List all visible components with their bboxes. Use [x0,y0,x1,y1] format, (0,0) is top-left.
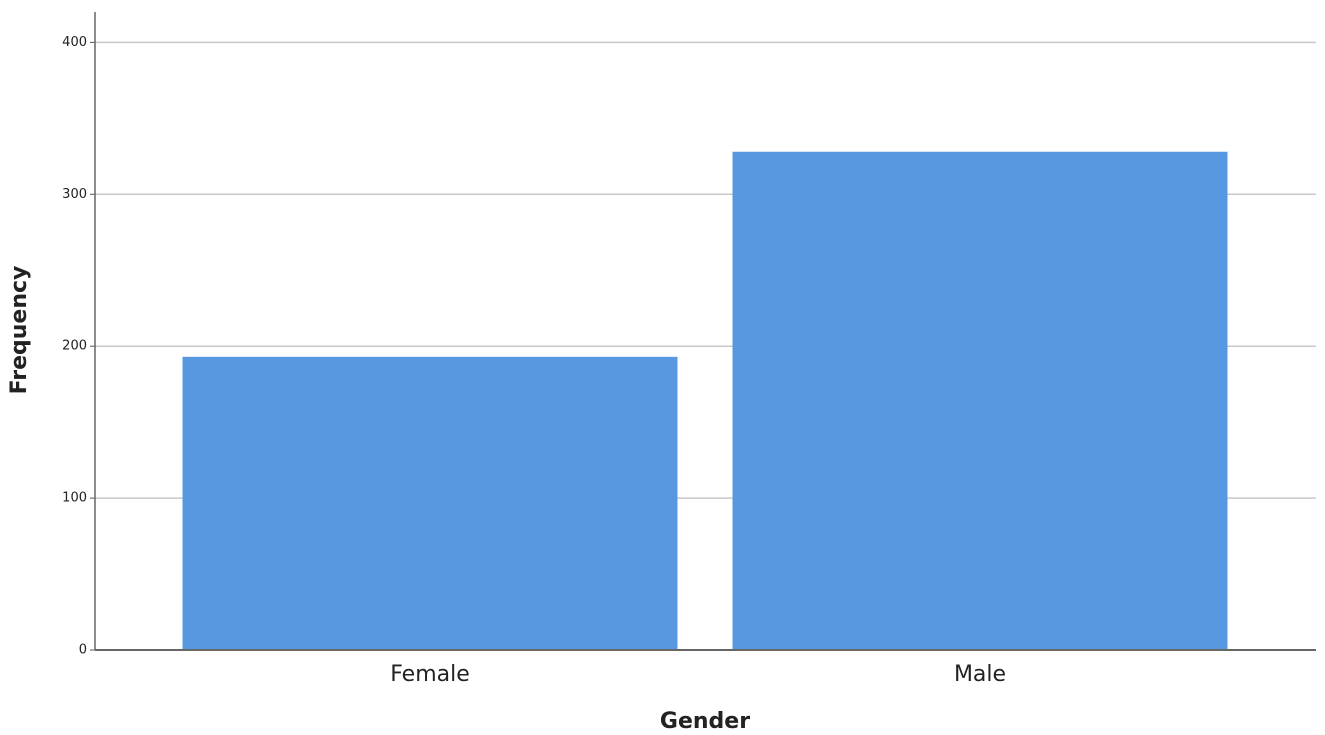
bar [732,151,1228,650]
y-tick-label: 200 [62,339,87,354]
bar [182,356,678,650]
y-tick-label: 100 [62,491,87,506]
y-tick-label: 0 [79,643,87,658]
x-tick-label: Male [954,662,1006,687]
x-tick-label: Female [390,662,470,687]
y-axis-title: Frequency [7,266,32,395]
y-tick-label: 400 [62,35,87,50]
x-axis-title: Gender [660,709,750,734]
y-tick-label: 300 [62,187,87,202]
